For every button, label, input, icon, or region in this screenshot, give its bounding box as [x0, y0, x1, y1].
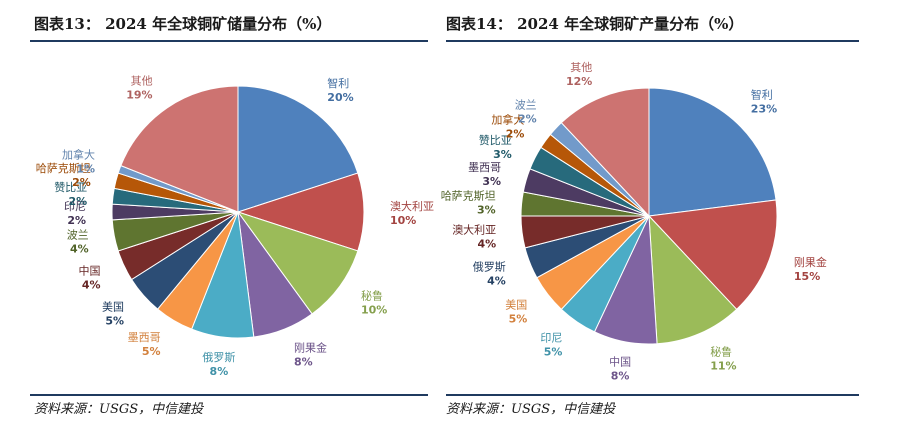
slice-percent-label: 2% [518, 113, 537, 126]
chart-panel-reserves: 图表13： 2024 年全球铜矿储量分布（%） 智利 20% 澳大利亚 10% 秘鲁 10… [0, 0, 440, 424]
slice-label: 加拿大 [491, 113, 524, 127]
slice-percent-label: 2% [506, 128, 525, 141]
pie-chart-production: 智利23%刚果金15%秘鲁11%中国8%印尼5%美国5%俄罗斯4%澳大利亚4%哈… [441, 61, 827, 382]
source-note: 资料来源：USGS，中信建投 [34, 402, 204, 417]
slice-percent-label: 4% [478, 237, 497, 250]
slice-label: 中国 [79, 265, 101, 278]
slice-label: 哈萨克斯坦 [441, 189, 496, 203]
slice-percent-label: 2% [67, 214, 86, 227]
title-divider [446, 40, 859, 42]
slice-percent-label: 3% [482, 175, 501, 188]
slice-percent-label: 4% [487, 275, 506, 288]
slice-label: 其他 [570, 61, 592, 74]
source-note: 资料来源：USGS，中信建投 [446, 402, 616, 417]
slice-label: 加拿大 [62, 148, 95, 162]
slice-label: 美国 [505, 298, 527, 311]
slice-percent-label: 4% [70, 243, 89, 256]
slice-percent-label: 8% [294, 355, 313, 368]
slice-percent-label: 15% [794, 270, 820, 283]
slice-percent-label: 2% [72, 176, 91, 189]
slice-percent-label: 20% [327, 91, 353, 104]
pie-slice-e7a798e9b281 [648, 214, 738, 345]
slice-label: 波兰 [67, 229, 89, 242]
slice-percent-label: 5% [105, 315, 124, 328]
slice-percent-label: 8% [210, 365, 229, 378]
slice-label: 墨西哥 [128, 331, 161, 344]
slice-percent-label: 5% [544, 345, 563, 358]
slice-percent-label: 10% [390, 214, 416, 227]
title-divider [30, 40, 428, 42]
source-divider [30, 394, 428, 396]
pie-slice-e7a798e9b281 [236, 211, 359, 315]
slice-label: 波兰 [515, 99, 537, 112]
slice-percent-label: 3% [493, 148, 512, 161]
slice-percent-label: 12% [566, 75, 592, 88]
slice-percent-label: 5% [509, 312, 528, 325]
figure-title: 图表13： 2024 年全球铜矿储量分布（%） [34, 15, 332, 33]
slice-label: 澳大利亚 [452, 222, 496, 236]
slice-label: 印尼 [64, 200, 86, 213]
slice-label: 澳大利亚 [390, 199, 434, 213]
slice-percent-label: 3% [477, 204, 496, 217]
slice-label: 赞比亚 [479, 134, 512, 147]
slice-percent-label: 5% [142, 345, 161, 358]
slice-percent-label: 1% [76, 163, 95, 176]
slice-percent-label: 4% [82, 279, 101, 292]
slice-label: 秘鲁 [361, 288, 383, 302]
pie-slice-e6beb3e5a4a7e588a9e4ba9a [236, 172, 365, 252]
pie-slice-e699bae588a9 [237, 85, 359, 213]
slice-label: 其他 [131, 74, 153, 87]
slice-label: 智利 [327, 76, 349, 90]
slice-percent-label: 2% [69, 195, 88, 208]
pie-slice-e585b6e4bb96 [120, 85, 239, 213]
slice-percent-label: 10% [361, 303, 387, 316]
slice-label: 刚果金 [294, 340, 327, 354]
slice-label: 俄罗斯 [202, 351, 235, 364]
source-divider [446, 394, 859, 396]
pie-slice-e585b6e4bb96 [560, 87, 650, 218]
slice-percent-label: 8% [611, 369, 630, 382]
slice-label: 中国 [609, 355, 631, 368]
pie-slice-e5889ae69e9ce98791 [647, 199, 778, 311]
slice-label: 美国 [102, 301, 124, 314]
slice-label: 赞比亚 [54, 181, 87, 194]
slice-label: 墨西哥 [468, 161, 501, 174]
slice-label: 秘鲁 [710, 344, 732, 358]
slice-percent-label: 11% [710, 359, 736, 372]
figure-title: 图表14： 2024 年全球铜矿产量分布（%） [446, 15, 744, 33]
slice-label: 哈萨克斯坦 [36, 161, 91, 175]
slice-label: 智利 [751, 88, 773, 102]
slice-percent-label: 23% [751, 103, 777, 116]
slice-label: 刚果金 [794, 255, 827, 269]
chart-panel-production: 图表14： 2024 年全球铜矿产量分布（%） 智利 23% 刚果金 15% 秘鲁 11%… [440, 0, 901, 424]
slice-label: 俄罗斯 [473, 261, 506, 274]
slice-label: 印尼 [540, 331, 562, 344]
slice-percent-label: 19% [126, 88, 152, 101]
pie-slice-e699bae588a9 [648, 87, 777, 217]
pie-chart-reserves: 智利20%澳大利亚10%秘鲁10%刚果金8%俄罗斯8%墨西哥5%美国5%中国4%… [36, 74, 434, 378]
